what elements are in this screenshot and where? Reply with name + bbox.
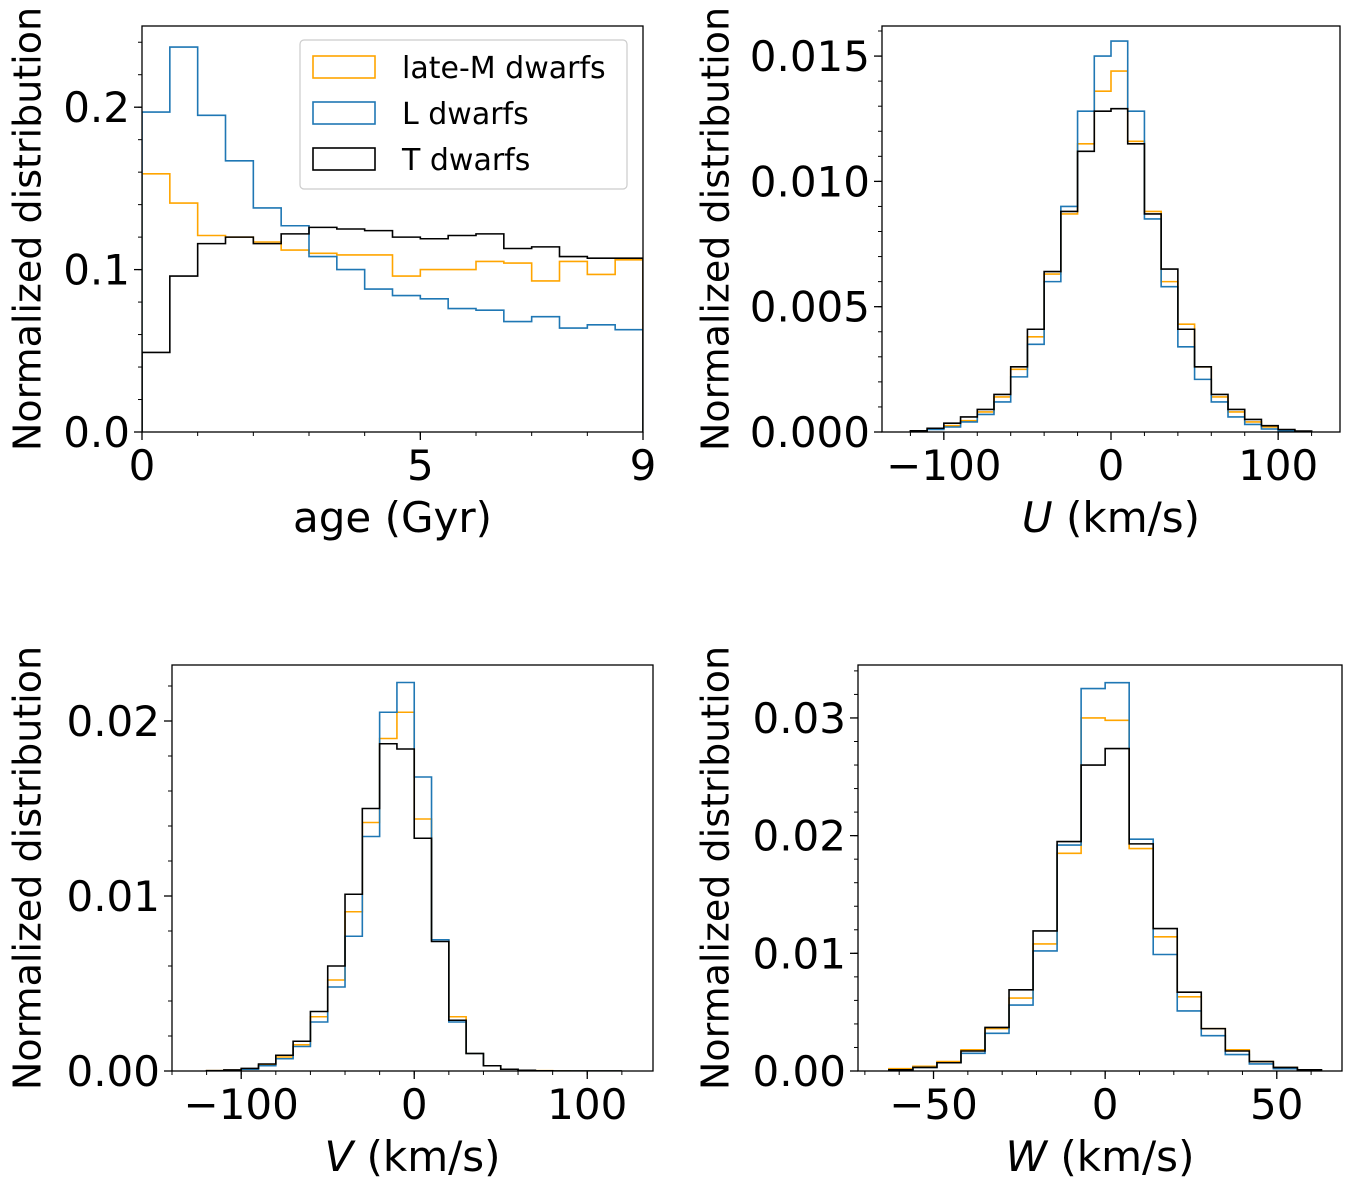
legend-label: T dwarfs: [401, 143, 530, 178]
y-tick-label: 0.2: [63, 83, 130, 132]
y-tick-label: 0.00: [66, 1047, 160, 1096]
series-group: [888, 681, 1323, 1071]
panel-age: 0 5 9 0.0 0.1 0.2 age (Gyr) Normalized distribu…: [6, 7, 657, 542]
axes-frame: [171, 664, 654, 1072]
x-axis-label: W (km/s): [1006, 1132, 1195, 1178]
legend-label: L dwarfs: [402, 97, 529, 132]
x-tick-label: 100: [1238, 441, 1318, 490]
y-tick-label: 0.03: [752, 694, 846, 743]
legend-swatch: [312, 55, 376, 79]
series-line-t: [205, 742, 622, 1071]
y-tick-label: 0.02: [66, 697, 160, 746]
y-tick-label: 0.0: [63, 408, 130, 457]
y-tick-label: 0.005: [750, 283, 870, 332]
legend-swatch: [312, 147, 376, 171]
x-tick-label: −50: [889, 1080, 978, 1129]
panel-v-velocity: −100 0 100 0.00 0.01 0.02 V (km/s) Normalized d…: [6, 646, 654, 1178]
y-tick-label: 0.01: [66, 872, 160, 921]
y-axis-label: Normalized distribution: [694, 7, 738, 451]
x-tick-label: 0: [401, 1080, 428, 1129]
series-line-t: [888, 747, 1323, 1071]
series-line-late-m: [888, 717, 1323, 1071]
legend-box: [299, 39, 628, 190]
x-tick-label: 9: [630, 441, 657, 490]
x-tick-label: 50: [1250, 1080, 1303, 1129]
x-axis-label: V (km/s): [324, 1132, 500, 1178]
x-tick-label: 5: [407, 441, 434, 490]
series-line-t: [909, 107, 1313, 432]
y-tick-label: 0.02: [752, 812, 846, 861]
y-tick-label: 0.015: [750, 32, 870, 81]
series-line-l: [888, 681, 1323, 1071]
y-tick-label: 0.000: [750, 408, 870, 457]
y-axis-label: Normalized distribution: [6, 646, 50, 1090]
series-line-l: [205, 681, 622, 1071]
panel-w-velocity: −50 0 50 0.00 0.01 0.02 0.03 W (km/s) Normalized…: [694, 646, 1343, 1178]
x-axis-label: U (km/s): [1022, 493, 1200, 542]
panel-u-velocity: −100 0 100 0.000 0.005 0.010 0.015 U (km/s) Norm…: [694, 7, 1341, 542]
y-tick-label: 0.010: [750, 157, 870, 206]
series-line-l: [909, 40, 1313, 432]
series-group: [909, 40, 1313, 432]
x-tick-label: 100: [547, 1080, 627, 1129]
axes-frame: [141, 25, 644, 433]
y-tick-label: 0.00: [752, 1047, 846, 1096]
y-tick-label: 0.1: [63, 246, 130, 295]
legend-label: late-M dwarfs: [402, 51, 606, 86]
y-axis-label: Normalized distribution: [6, 7, 50, 451]
x-tick-label: 0: [129, 441, 156, 490]
legend-swatch: [312, 101, 376, 125]
series-line-t: [142, 226, 643, 432]
series-line-late-m: [909, 70, 1313, 432]
legend: late-M dwarfs L dwarfs T dwarfs: [299, 39, 628, 190]
x-tick-label: 0: [1092, 1080, 1119, 1129]
axes-frame: [857, 664, 1343, 1072]
series-group: [205, 681, 622, 1071]
x-tick-label: −100: [184, 1080, 299, 1129]
series-group: [142, 46, 643, 432]
x-tick-label: −100: [886, 441, 1001, 490]
series-line-l: [142, 46, 643, 432]
y-axis-label: Normalized distribution: [694, 646, 738, 1090]
x-tick-label: 0: [1098, 441, 1125, 490]
series-line-late-m: [142, 172, 643, 432]
y-tick-label: 0.01: [752, 929, 846, 978]
x-axis-label: age (Gyr): [293, 493, 492, 542]
